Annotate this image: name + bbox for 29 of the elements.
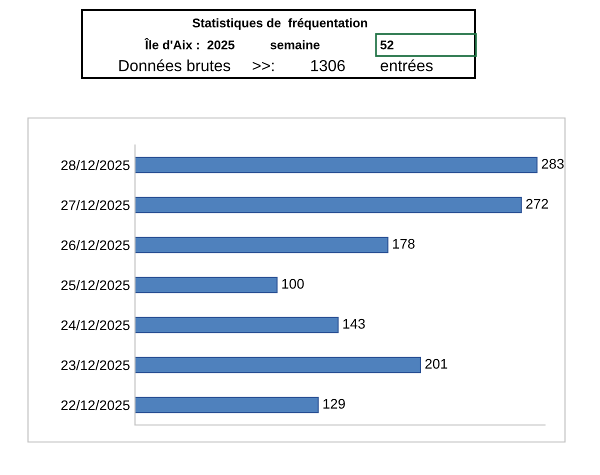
text: semaine [270,40,320,50]
y-tick-label: 22/12/2025 [61,400,130,410]
y-tick-label: 25/12/2025 [61,280,130,290]
y-tick-label: 28/12/2025 [61,160,130,170]
data-label: 272 [526,198,548,209]
text: >>: [252,62,274,72]
text: Données brutes [119,59,230,72]
bar [135,156,538,174]
data-label: 283 [542,158,564,169]
y-tick-label: 26/12/2025 [61,240,130,250]
y-tick-label: 27/12/2025 [61,200,130,210]
bar [135,196,522,214]
text: 1306 [311,60,345,72]
data-label: 201 [425,358,448,369]
data-label: 129 [323,398,345,409]
bar [135,356,422,374]
text: 52 [380,40,394,50]
data-label: 100 [282,278,304,289]
data-label: 178 [393,238,415,249]
bar [135,276,278,294]
bar [135,396,319,414]
y-tick-label: 23/12/2025 [61,360,130,370]
chart-subtitle: Île d'Aix : 2025 [144,38,234,50]
chart-title: Statistiques de fréquentation [192,18,368,30]
y-tick-label: 24/12/2025 [61,320,130,330]
bar [135,316,339,334]
data-label: 143 [343,318,365,329]
text: entrées [380,59,433,72]
bar [135,236,388,254]
